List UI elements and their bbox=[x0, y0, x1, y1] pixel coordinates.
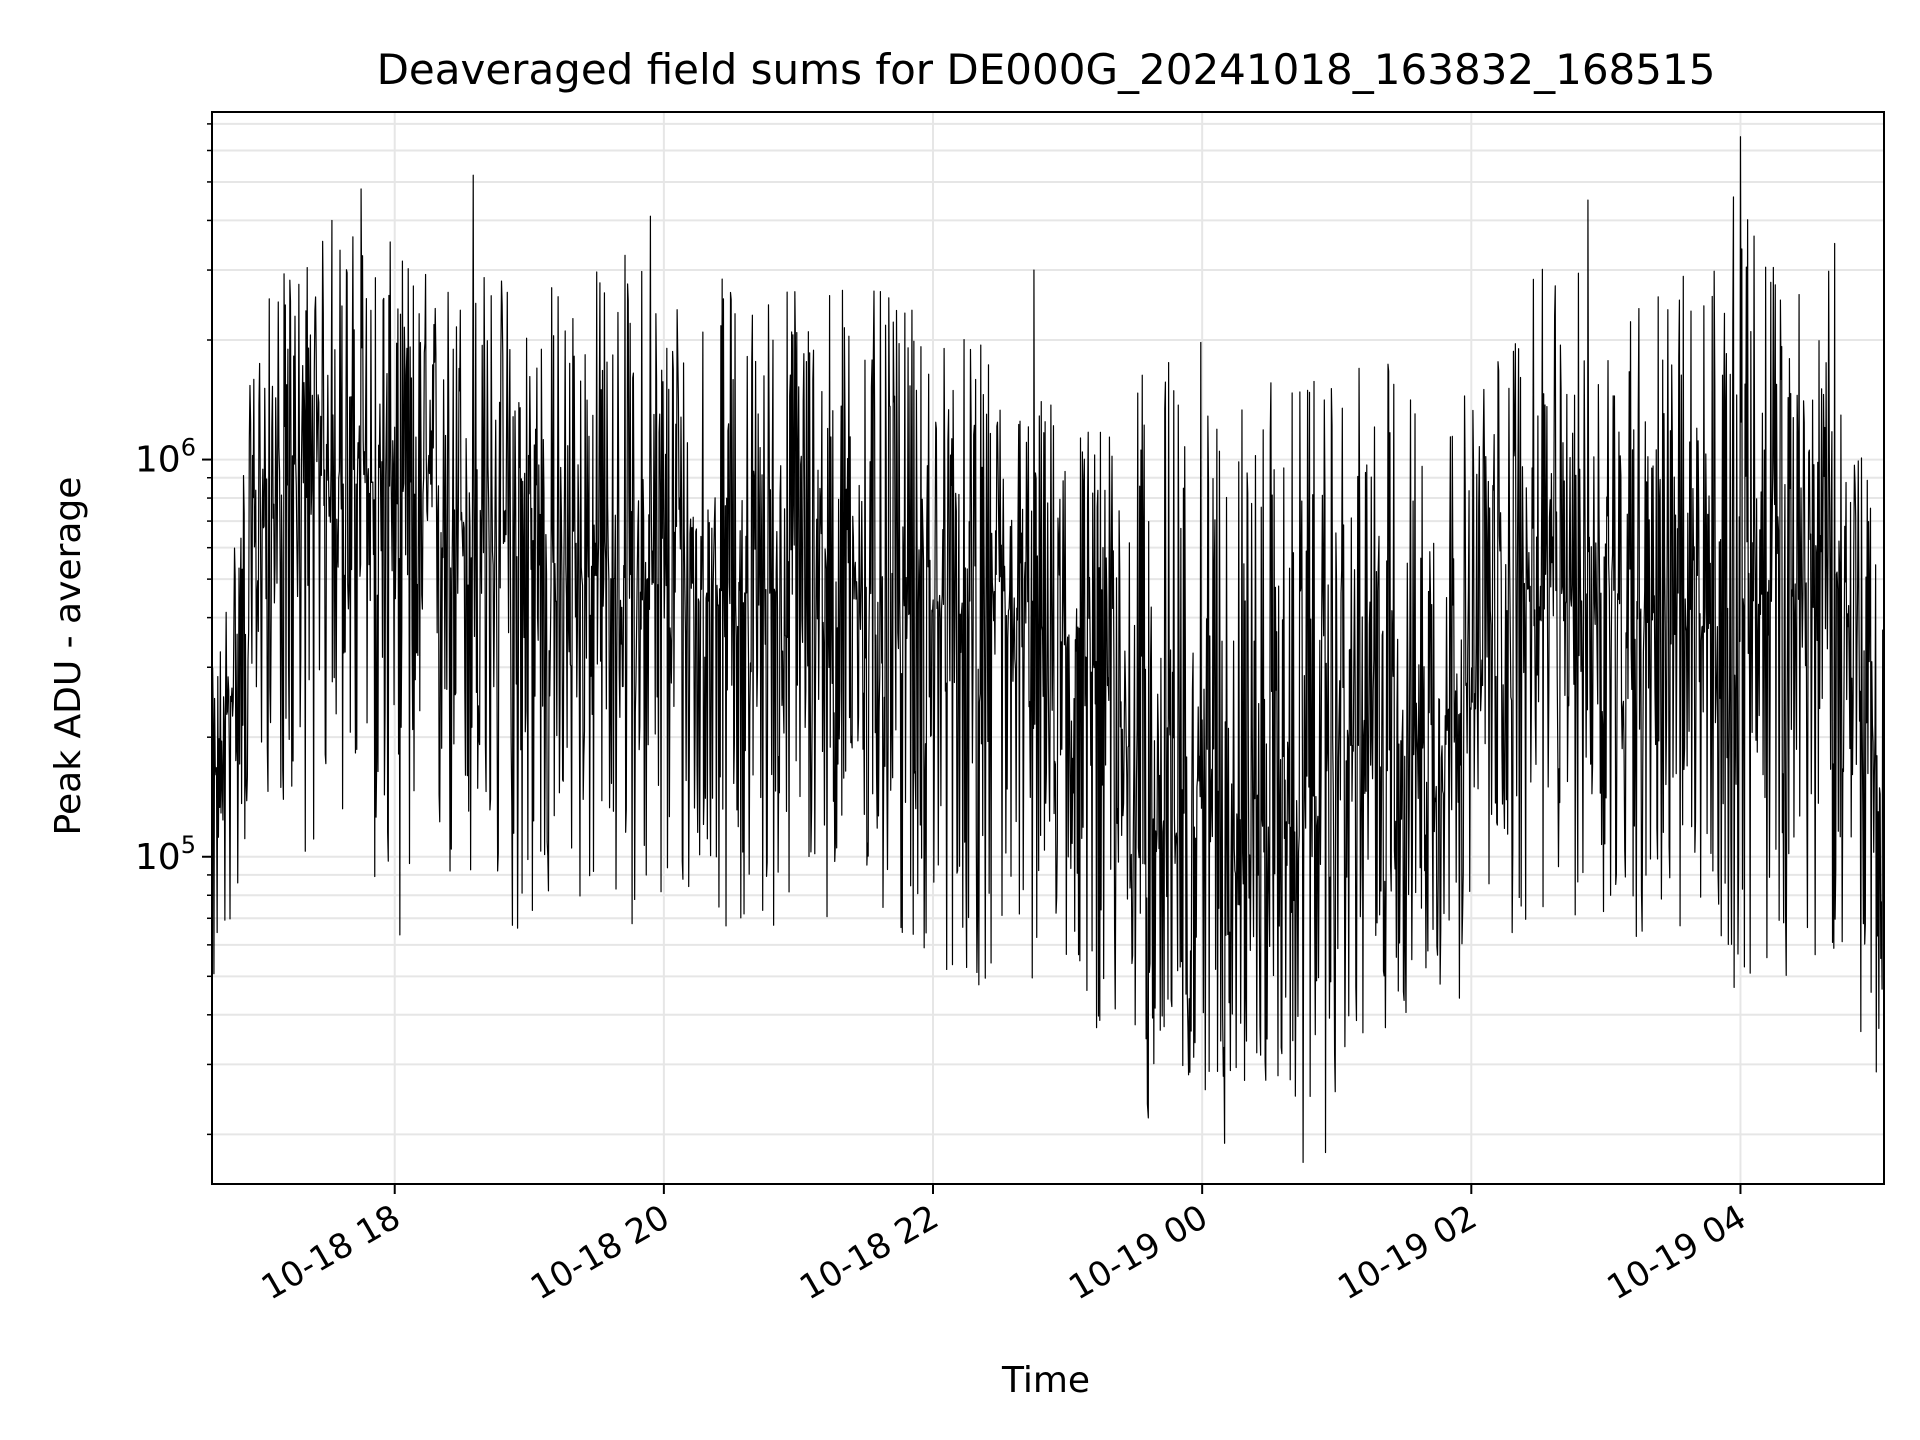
y-tick-label: 106 bbox=[135, 434, 196, 481]
y-axis-ticks: 105 106 bbox=[135, 123, 212, 1136]
series-line bbox=[211, 136, 1885, 1164]
x-axis-label: Time bbox=[1001, 1360, 1090, 1401]
series-path bbox=[211, 136, 1885, 1164]
chart-title: Deaveraged field sums for DE000G_2024101… bbox=[377, 45, 1716, 94]
y-tick-label: 105 bbox=[135, 831, 196, 878]
plot-area-frame bbox=[211, 111, 1885, 1185]
y-axis-label: Peak ADU - average bbox=[48, 477, 89, 836]
